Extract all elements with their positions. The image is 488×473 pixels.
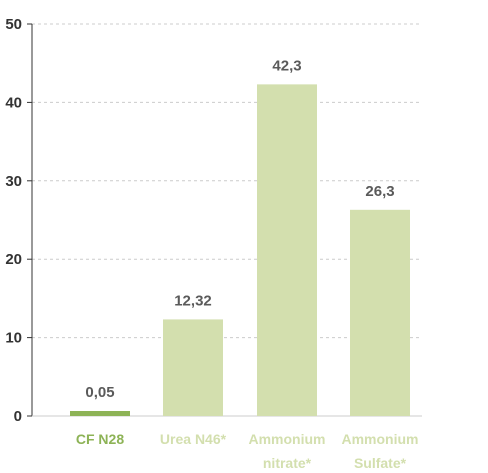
y-tick-label: 20 — [5, 251, 22, 268]
data-labels: 0,05 12,32 42,3 26,3 — [85, 57, 394, 401]
x-tick-label: nitrate* — [263, 455, 312, 471]
x-tick-label: Sulfate* — [354, 455, 407, 471]
x-tick-label: CF N28 — [76, 431, 124, 447]
bar — [257, 84, 317, 417]
y-tick-label: 30 — [5, 173, 22, 190]
y-tick-label: 40 — [5, 94, 22, 111]
bar — [70, 411, 130, 416]
y-tick-label: 10 — [5, 330, 22, 347]
x-tick-label: Ammonium — [249, 431, 326, 447]
y-axis: 0 10 20 30 40 50 — [5, 16, 422, 425]
bars — [70, 84, 410, 417]
x-tick-label: Urea N46* — [160, 431, 227, 447]
y-tick-label: 50 — [5, 16, 22, 33]
bar — [350, 209, 410, 416]
bar — [163, 319, 223, 416]
data-label: 12,32 — [174, 292, 212, 309]
x-axis-labels: CF N28 Urea N46* Ammonium nitrate* Ammonium S… — [76, 431, 419, 471]
data-label: 42,3 — [272, 57, 301, 74]
data-label: 26,3 — [365, 183, 394, 200]
x-tick-label: Ammonium — [342, 431, 419, 447]
y-tick-label: 0 — [14, 408, 22, 425]
data-label: 0,05 — [85, 384, 114, 401]
